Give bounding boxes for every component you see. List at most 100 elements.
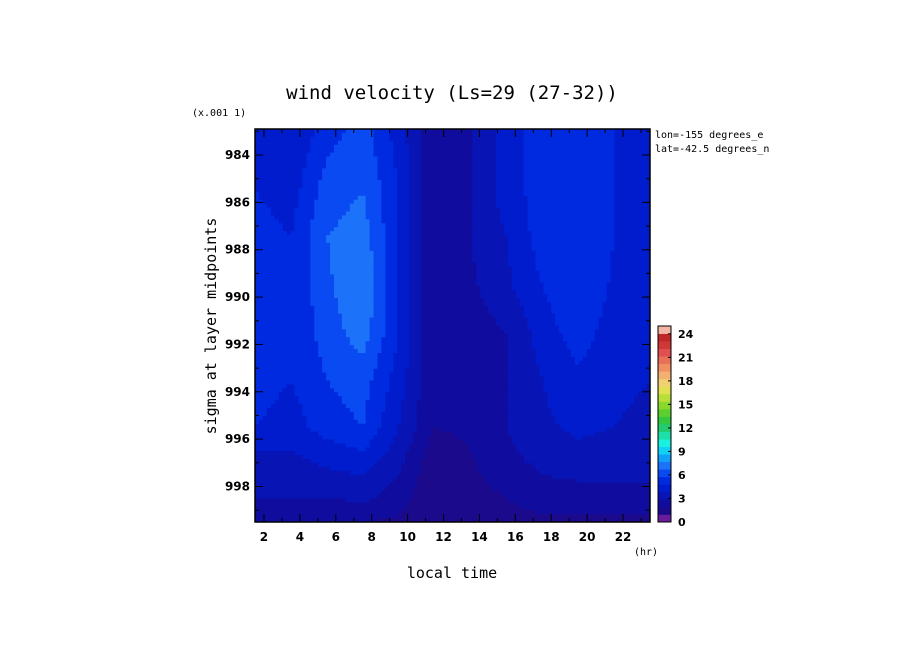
heatmap-cell xyxy=(492,246,497,252)
heatmap-cell xyxy=(503,211,509,217)
heatmap-cell xyxy=(373,242,379,248)
heatmap-cell xyxy=(405,313,410,319)
heatmap-cell xyxy=(262,282,268,287)
heatmap-cell xyxy=(337,254,343,260)
heatmap-cell xyxy=(523,176,529,181)
heatmap-cell xyxy=(361,321,367,327)
heatmap-cell xyxy=(634,176,639,181)
heatmap-cell xyxy=(413,266,418,272)
heatmap-cell xyxy=(531,270,537,276)
heatmap-cell xyxy=(598,242,604,248)
heatmap-cell xyxy=(397,184,402,189)
heatmap-cell xyxy=(539,223,544,228)
heatmap-cell xyxy=(634,250,639,256)
heatmap-cell xyxy=(440,148,446,154)
heatmap-cell xyxy=(448,227,454,232)
heatmap-cell xyxy=(456,282,461,287)
heatmap-cell xyxy=(551,235,556,240)
heatmap-cell xyxy=(480,274,485,279)
heatmap-cell xyxy=(547,160,552,165)
heatmap-cell xyxy=(357,278,363,283)
heatmap-cell xyxy=(334,321,339,327)
heatmap-cell xyxy=(598,301,604,307)
heatmap-cell xyxy=(484,282,489,287)
heatmap-cell xyxy=(258,317,264,323)
heatmap-cell xyxy=(405,235,410,240)
heatmap-cell xyxy=(318,136,323,142)
heatmap-cell xyxy=(369,148,375,154)
heatmap-cell xyxy=(294,231,300,236)
heatmap-cell xyxy=(531,180,537,185)
heatmap-cell xyxy=(436,290,442,295)
heatmap-cell xyxy=(586,207,592,213)
heatmap-cell xyxy=(574,144,580,150)
heatmap-cell xyxy=(440,297,446,303)
heatmap-cell xyxy=(527,290,533,295)
heatmap-cell xyxy=(567,231,572,236)
heatmap-cell xyxy=(258,235,264,240)
heatmap-cell xyxy=(523,242,529,248)
heatmap-cell xyxy=(472,156,477,162)
heatmap-cell xyxy=(488,219,493,224)
heatmap-cell xyxy=(464,184,469,189)
heatmap-cell xyxy=(484,148,489,154)
heatmap-cell xyxy=(369,254,375,260)
heatmap-cell xyxy=(480,129,485,134)
heatmap-cell xyxy=(397,187,402,193)
heatmap-cell xyxy=(626,152,631,158)
heatmap-cell xyxy=(290,321,296,327)
heatmap-cell xyxy=(555,199,560,205)
heatmap-cell xyxy=(523,278,529,283)
heatmap-cell xyxy=(258,180,264,185)
heatmap-cell xyxy=(507,144,513,150)
heatmap-cell xyxy=(488,227,493,232)
heatmap-cell xyxy=(574,180,580,185)
heatmap-cell xyxy=(405,286,410,291)
heatmap-cell xyxy=(432,207,438,213)
heatmap-cell xyxy=(638,164,643,169)
heatmap-cell xyxy=(559,160,564,165)
heatmap-cell xyxy=(519,305,525,311)
heatmap-cell xyxy=(559,274,564,279)
heatmap-cell xyxy=(468,199,473,205)
heatmap-cell xyxy=(468,294,473,299)
heatmap-cell xyxy=(594,207,600,213)
heatmap-cell xyxy=(389,266,394,272)
heatmap-cell xyxy=(341,235,347,240)
heatmap-cell xyxy=(464,305,469,311)
heatmap-cell xyxy=(298,129,303,134)
heatmap-cell xyxy=(409,207,414,213)
heatmap-cell xyxy=(302,207,307,213)
heatmap-cell xyxy=(393,305,398,311)
heatmap-cell xyxy=(357,199,363,205)
heatmap-cell xyxy=(381,207,386,213)
heatmap-cell xyxy=(567,282,572,287)
heatmap-cell xyxy=(310,136,315,142)
heatmap-cell xyxy=(397,211,402,217)
heatmap-cell xyxy=(369,144,375,150)
heatmap-cell xyxy=(357,246,363,252)
heatmap-cell xyxy=(638,176,643,181)
heatmap-cell xyxy=(492,254,497,260)
heatmap-cell xyxy=(630,290,635,295)
heatmap-cell xyxy=(444,266,450,272)
heatmap-cell xyxy=(578,144,584,150)
heatmap-cell xyxy=(294,313,300,319)
heatmap-cell xyxy=(523,297,529,303)
heatmap-cell xyxy=(306,176,311,181)
heatmap-cell xyxy=(361,305,367,311)
heatmap-cell xyxy=(270,227,276,232)
heatmap-cell xyxy=(349,270,355,276)
heatmap-cell xyxy=(543,239,548,244)
heatmap-cell xyxy=(377,254,382,260)
heatmap-cell xyxy=(278,152,284,158)
heatmap-cell xyxy=(507,215,513,220)
heatmap-cell xyxy=(416,129,422,134)
heatmap-cell xyxy=(310,282,315,287)
heatmap-cell xyxy=(464,176,469,181)
heatmap-cell xyxy=(405,223,410,228)
heatmap-cell xyxy=(345,164,351,169)
heatmap-cell xyxy=(424,262,430,268)
heatmap-cell xyxy=(255,156,260,162)
heatmap-cell xyxy=(397,191,402,197)
